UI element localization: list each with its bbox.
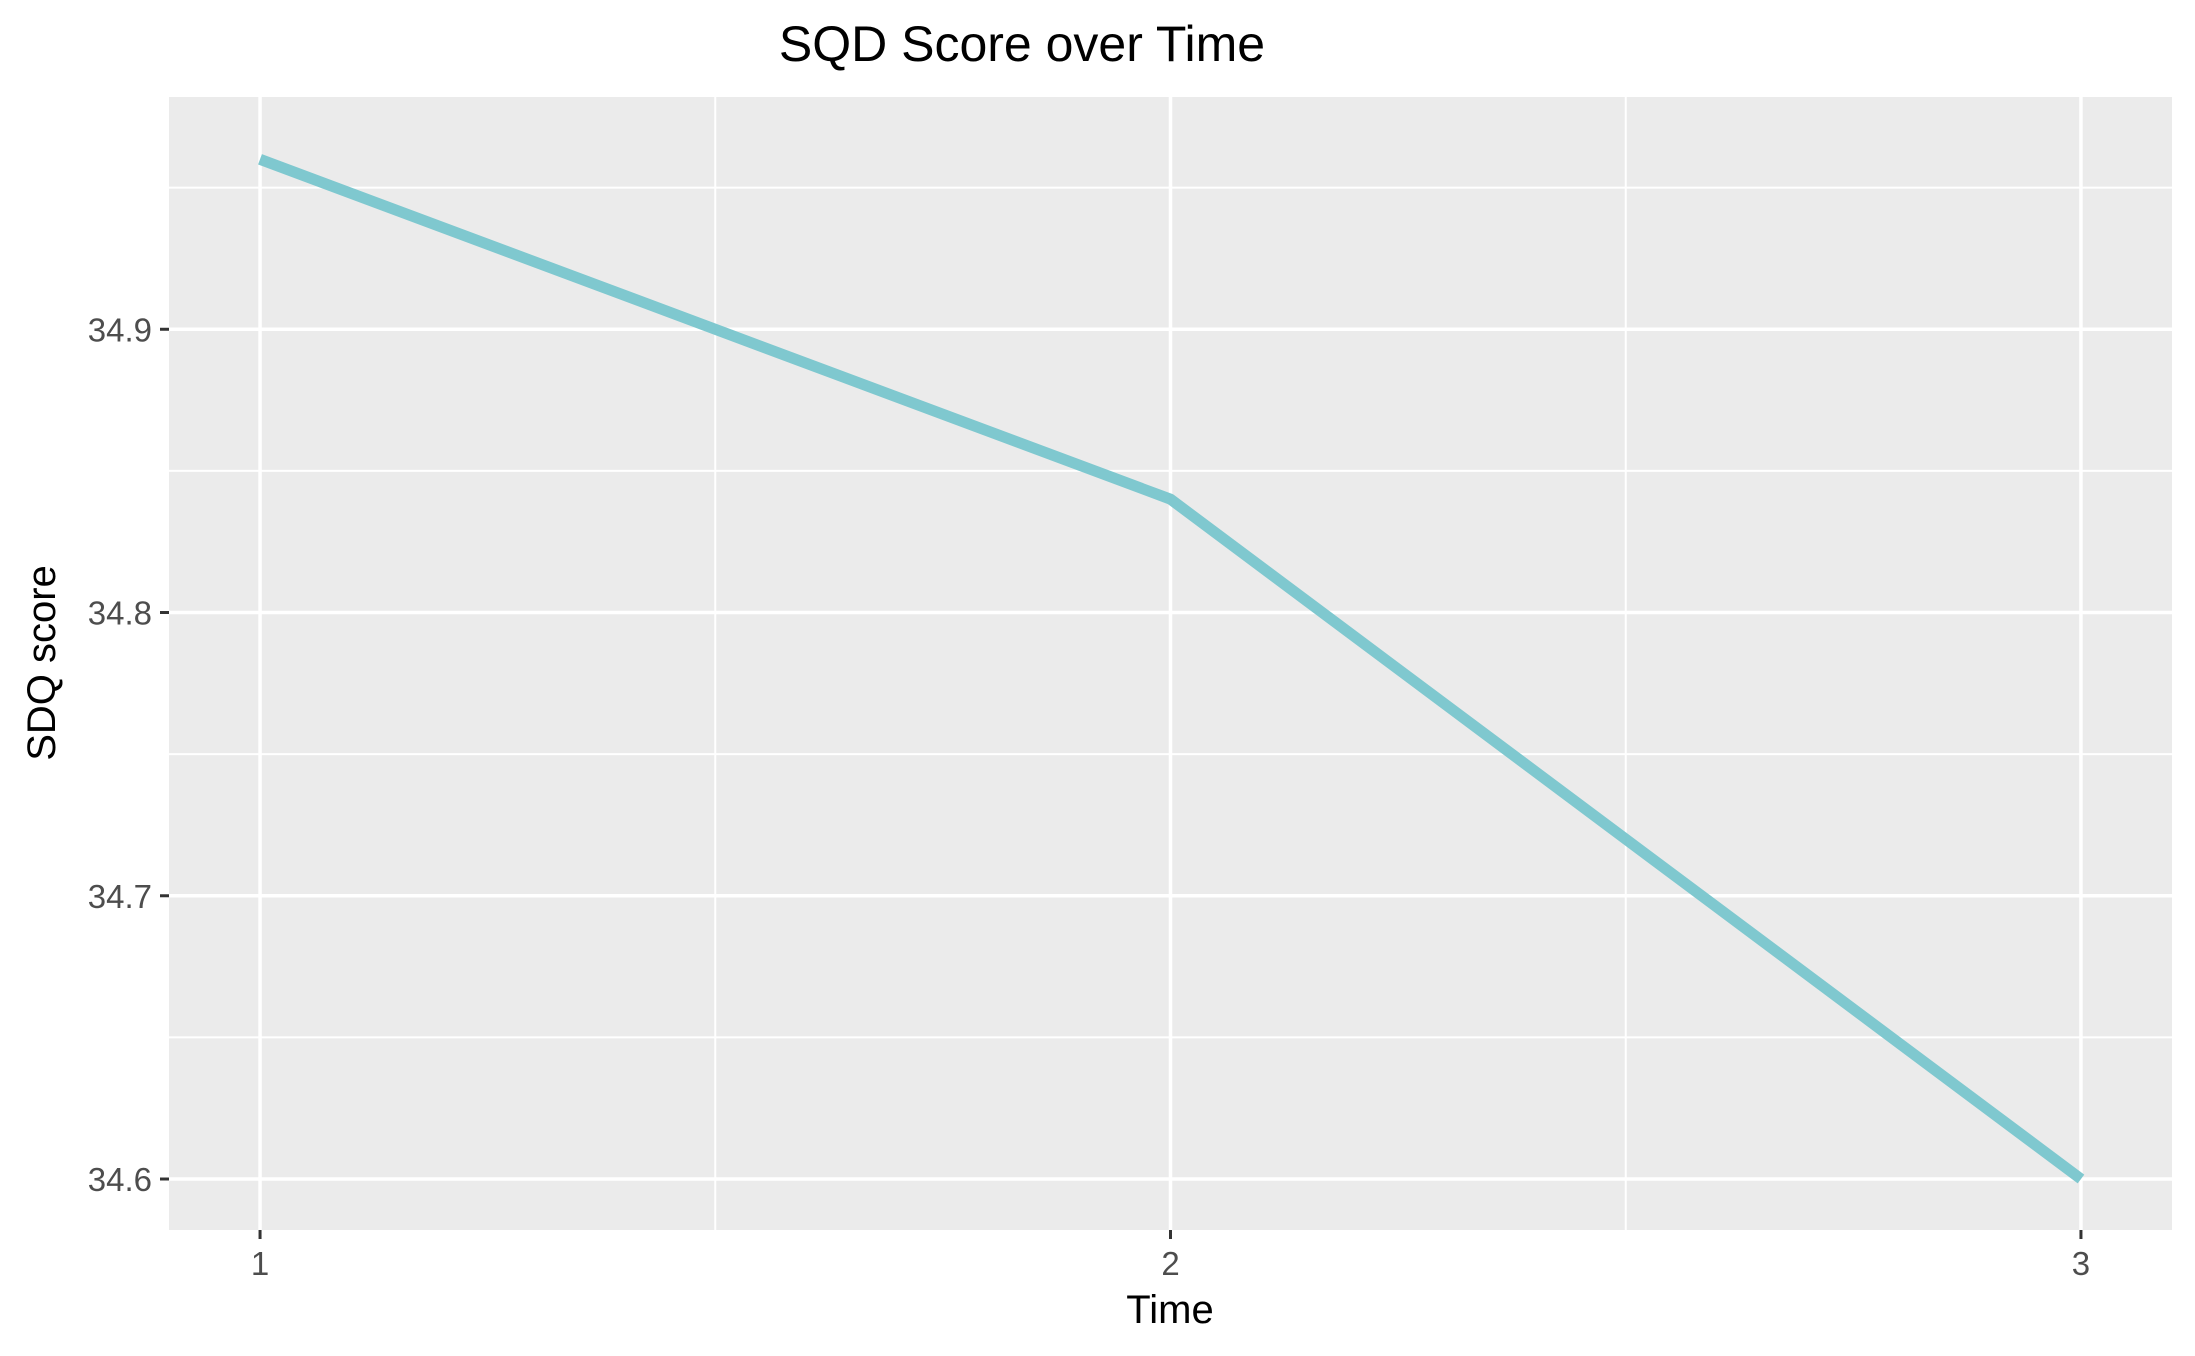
x-tick-label: 3 bbox=[2072, 1245, 2090, 1282]
y-tick-label: 34.6 bbox=[88, 1161, 152, 1198]
x-tick-label: 2 bbox=[1161, 1245, 1179, 1282]
x-axis: 1 2 3 bbox=[251, 1230, 2090, 1282]
y-axis: 34.6 34.7 34.8 34.9 bbox=[88, 311, 169, 1198]
y-axis-title: SDQ score bbox=[20, 565, 64, 761]
x-tick-label: 1 bbox=[251, 1245, 269, 1282]
series-line bbox=[258, 154, 2085, 1184]
y-tick-label: 34.7 bbox=[88, 878, 152, 915]
y-tick-label: 34.9 bbox=[88, 311, 152, 348]
y-tick-label: 34.8 bbox=[88, 595, 152, 632]
major-grid bbox=[169, 97, 2172, 1230]
chart-title: SQD Score over Time bbox=[779, 16, 1265, 72]
x-axis-title: Time bbox=[1126, 1288, 1213, 1332]
